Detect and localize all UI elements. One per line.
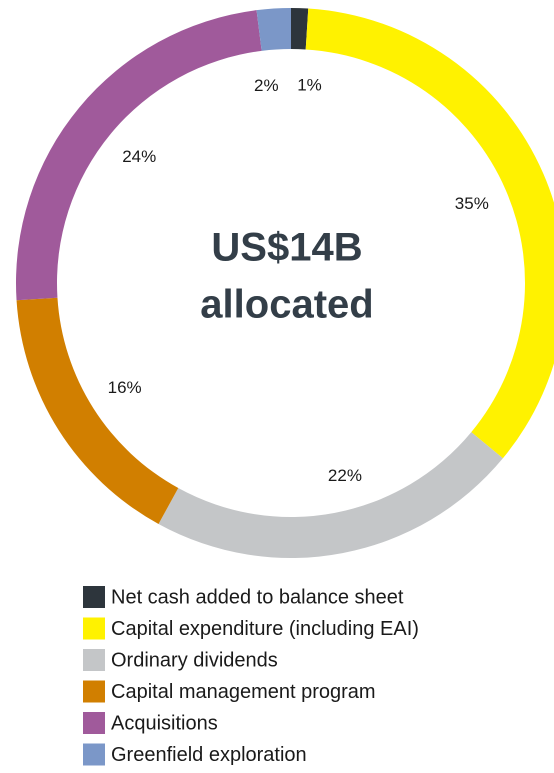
center-text: allocated [200, 283, 373, 327]
slice [305, 8, 554, 459]
slice [16, 297, 179, 524]
slice-label: 2% [254, 76, 279, 95]
slice [291, 8, 309, 50]
slice [158, 432, 503, 558]
slice-label: 35% [455, 194, 489, 213]
slice-label: 22% [328, 466, 362, 485]
slice-label: 16% [108, 378, 142, 397]
legend-label: Capital management program [111, 681, 376, 703]
legend-swatch [83, 680, 105, 703]
legend-label: Greenfield exploration [111, 744, 307, 766]
legend-swatch [83, 743, 105, 766]
slice [256, 8, 291, 51]
legend-swatch [83, 649, 105, 671]
legend-label: Acquisitions [111, 712, 218, 734]
slice-label: 24% [122, 147, 156, 166]
legend-swatch [83, 617, 105, 640]
legend-label: Net cash added to balance sheet [111, 586, 404, 608]
legend-label: Ordinary dividends [111, 649, 278, 671]
center-text: US$14B [211, 226, 362, 270]
slice [15, 10, 262, 301]
legend-label: Capital expenditure (including EAI) [111, 618, 419, 640]
legend-swatch [83, 586, 105, 608]
slice-label: 1% [297, 76, 322, 95]
legend-swatch [83, 712, 105, 734]
